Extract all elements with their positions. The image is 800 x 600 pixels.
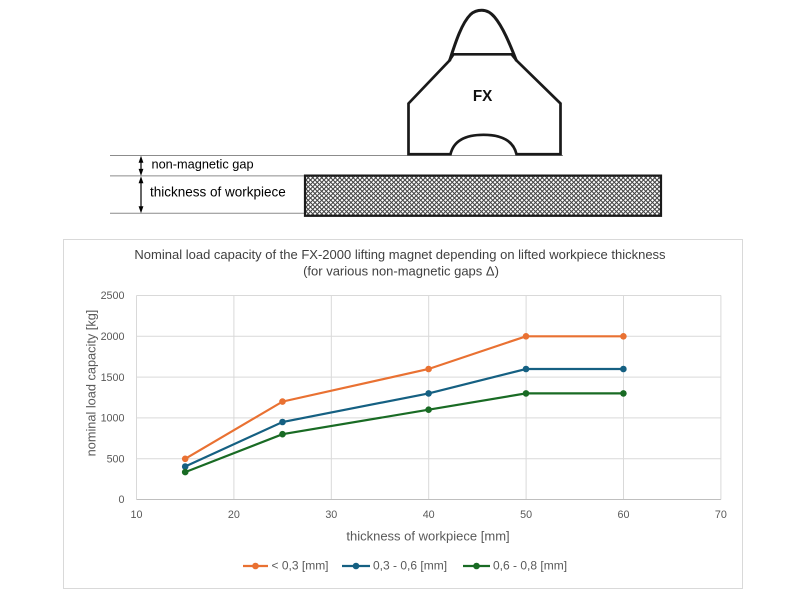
svg-text:0,3 - 0,6 [mm]: 0,3 - 0,6 [mm] — [373, 559, 447, 573]
svg-text:FX: FX — [473, 88, 493, 105]
svg-text:thickness of workpiece: thickness of workpiece — [150, 185, 286, 200]
svg-text:1500: 1500 — [101, 372, 125, 384]
svg-text:thickness of workpiece [mm]: thickness of workpiece [mm] — [346, 528, 509, 543]
svg-text:non-magnetic gap: non-magnetic gap — [152, 156, 254, 171]
svg-text:1000: 1000 — [101, 413, 125, 425]
svg-text:30: 30 — [325, 509, 337, 521]
svg-text:0,6 - 0,8 [mm]: 0,6 - 0,8 [mm] — [493, 559, 567, 573]
svg-text:2500: 2500 — [101, 290, 125, 302]
svg-text:10: 10 — [131, 509, 143, 521]
svg-text:Nominal load capacity of the F: Nominal load capacity of the FX-2000 lif… — [134, 247, 666, 262]
svg-text:50: 50 — [520, 509, 532, 521]
svg-text:(for various non-magnetic gaps: (for various non-magnetic gaps Δ) — [303, 264, 499, 279]
svg-text:< 0,3 [mm]: < 0,3 [mm] — [272, 559, 329, 573]
svg-text:20: 20 — [228, 509, 240, 521]
svg-text:40: 40 — [423, 509, 435, 521]
svg-text:0: 0 — [119, 494, 125, 506]
svg-text:70: 70 — [715, 509, 727, 521]
svg-text:2000: 2000 — [101, 331, 125, 343]
svg-text:nominal load capacity [kg]: nominal load capacity [kg] — [84, 310, 99, 457]
svg-text:60: 60 — [618, 509, 630, 521]
svg-text:500: 500 — [107, 453, 125, 465]
